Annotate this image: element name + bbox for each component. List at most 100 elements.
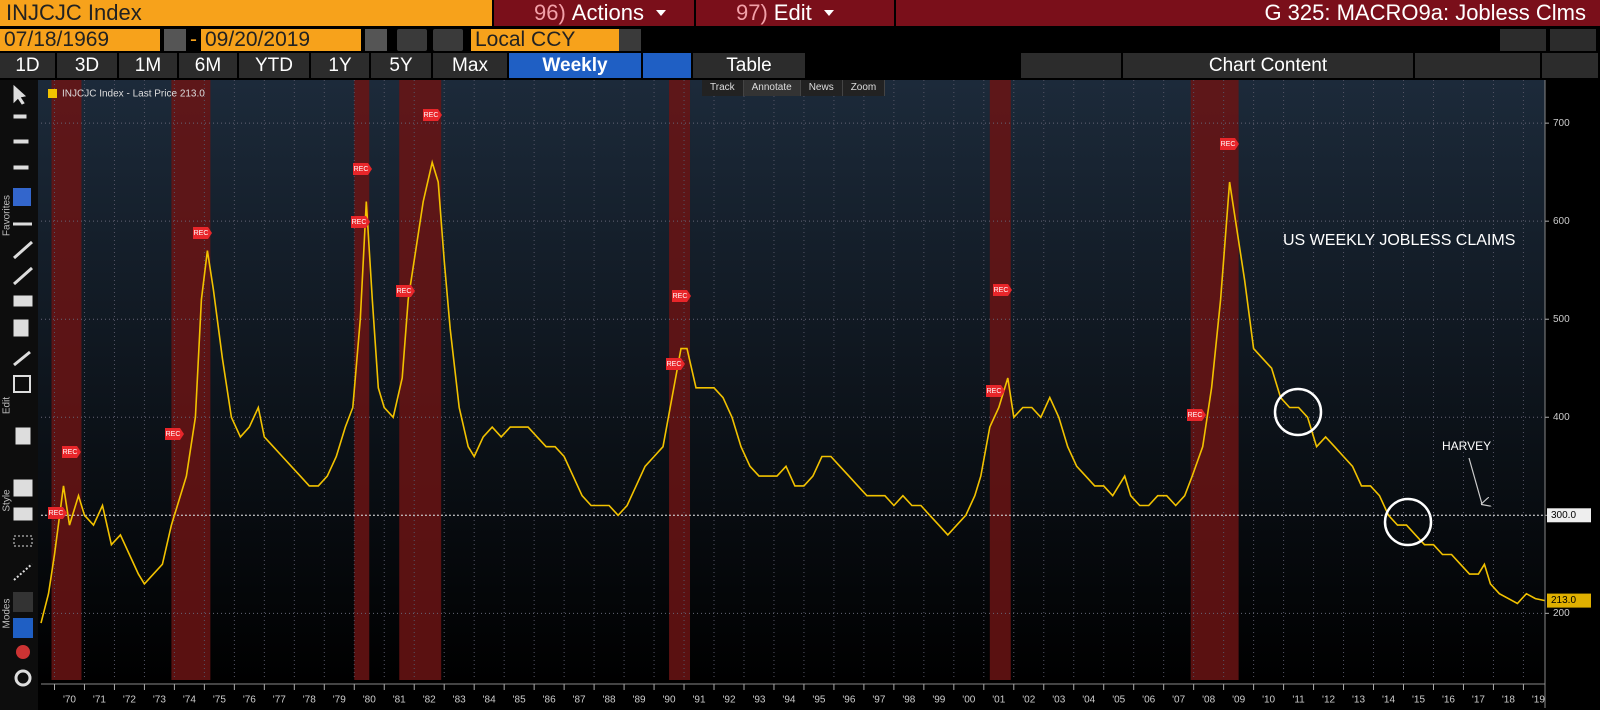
x-tick-label: '02 — [1022, 695, 1035, 706]
menu-number: 97) — [736, 0, 768, 25]
period-tab[interactable]: 6M — [179, 53, 237, 78]
settings-icon[interactable] — [14, 669, 32, 687]
x-tick-label: '73 — [153, 695, 166, 706]
rec-flag — [353, 163, 372, 175]
period-tab[interactable]: 5Y — [371, 53, 431, 78]
toolbar-button[interactable]: Track — [702, 80, 744, 96]
last-price-label: 213.0 — [1551, 595, 1576, 606]
edit-menu[interactable]: 97) Edit — [694, 0, 894, 26]
x-tick-label: '89 — [633, 695, 646, 706]
period-tab[interactable]: 1M — [119, 53, 177, 78]
legend-label: INJCJC Index - Last Price 213.0 — [62, 89, 205, 100]
ray-icon[interactable] — [13, 266, 33, 286]
annotation: US WEEKLY JOBLESS CLAIMS — [1283, 232, 1515, 249]
prev-button[interactable] — [397, 28, 427, 51]
channel-icon[interactable] — [13, 295, 33, 307]
color-icon[interactable] — [16, 645, 30, 659]
dotted-icon[interactable] — [13, 563, 33, 581]
x-tick-label: '19 — [1532, 695, 1545, 706]
toolbar-button[interactable]: Annotate — [743, 80, 801, 96]
currency[interactable]: Local CCY — [471, 28, 619, 51]
r-icon[interactable] — [13, 319, 29, 337]
currency-dropdown[interactable] — [619, 28, 641, 51]
chart-content-tab[interactable]: Chart Content — [1123, 53, 1413, 78]
period-tab[interactable]: 1Y — [311, 53, 369, 78]
calendar-icon[interactable] — [365, 28, 387, 51]
pen-icon[interactable] — [13, 114, 27, 119]
brush-icon[interactable] — [13, 350, 31, 367]
trash-icon[interactable] — [15, 427, 31, 445]
x-tick-label: '16 — [1442, 695, 1455, 706]
period-tab[interactable]: 3D — [57, 53, 117, 78]
tool-sidebar: Favorites Edit Style Modes — [0, 80, 38, 710]
x-tick-label: '91 — [692, 695, 705, 706]
move-icon[interactable] — [13, 375, 31, 393]
toolbar-button[interactable]: Zoom — [843, 80, 886, 96]
dollar-icon[interactable] — [13, 165, 29, 170]
highlight-circle — [1273, 387, 1323, 437]
x-tick-label: '83 — [453, 695, 466, 706]
calendar-icon[interactable] — [164, 28, 186, 51]
x-tick-label: '06 — [1142, 695, 1155, 706]
collapse-button[interactable] — [1021, 53, 1121, 78]
date-separator: - — [190, 27, 197, 51]
menu-label: Edit — [773, 0, 812, 25]
x-tick-label: '10 — [1262, 695, 1275, 706]
y-tick-label: 200 — [1553, 608, 1570, 619]
dash-icon[interactable] — [13, 535, 33, 547]
rec-flag — [351, 216, 370, 228]
fill-icon[interactable] — [13, 479, 33, 497]
table-tab[interactable]: Table — [693, 53, 805, 78]
rec-label: REC — [1221, 141, 1236, 148]
trend-icon[interactable] — [13, 240, 33, 260]
settings-button[interactable] — [1542, 53, 1598, 78]
edit-button[interactable] — [1415, 53, 1540, 78]
x-tick-label: '84 — [483, 695, 496, 706]
y-tick-label: 600 — [1553, 216, 1570, 227]
rec-label: REC — [49, 510, 64, 517]
x-tick-label: '87 — [573, 695, 586, 706]
end-date[interactable]: 09/20/2019 — [201, 28, 361, 51]
rec-label: REC — [397, 288, 412, 295]
period-tab[interactable]: Max — [433, 53, 507, 78]
period-tab[interactable]: YTD — [239, 53, 309, 78]
x-tick-label: '00 — [962, 695, 975, 706]
rec-flag — [986, 385, 1005, 397]
frequency-tab[interactable]: Weekly — [509, 53, 641, 78]
rec-label: REC — [194, 230, 209, 237]
percent-icon[interactable] — [13, 139, 29, 144]
line-style-icon[interactable] — [13, 507, 33, 521]
menu-label: Actions — [571, 0, 644, 25]
x-tick-label: '94 — [782, 695, 795, 706]
rec-flag — [993, 284, 1012, 296]
x-tick-label: '88 — [603, 695, 616, 706]
redo-button[interactable] — [1550, 28, 1596, 51]
x-tick-label: '18 — [1502, 695, 1515, 706]
x-tick-label: '04 — [1082, 695, 1095, 706]
x-tick-label: '17 — [1472, 695, 1485, 706]
x-tick-label: '08 — [1202, 695, 1215, 706]
next-button[interactable] — [433, 28, 463, 51]
toolbar-button[interactable]: News — [801, 80, 843, 96]
x-tick-label: '77 — [273, 695, 286, 706]
recession-band — [1190, 80, 1239, 680]
period-tab[interactable]: 1D — [0, 53, 55, 78]
chart-type-button[interactable] — [643, 53, 691, 78]
rec-label: REC — [994, 287, 1009, 294]
pointer-icon[interactable] — [13, 84, 27, 105]
undo-button[interactable] — [1500, 28, 1546, 51]
x-tick-label: '11 — [1292, 695, 1305, 706]
start-date[interactable]: 07/18/1969 — [0, 28, 160, 51]
x-tick-label: '71 — [93, 695, 106, 706]
mode-icon[interactable] — [13, 618, 33, 638]
x-tick-label: '76 — [243, 695, 256, 706]
chart: REC REC REC REC REC REC REC REC REC REC REC REC REC R… — [38, 80, 1600, 710]
plot-background — [38, 80, 1545, 682]
x-tick-label: '98 — [902, 695, 915, 706]
x-tick-label: '79 — [333, 695, 346, 706]
ticker[interactable]: INJCJC Index — [0, 0, 492, 26]
rec-label: REC — [673, 293, 688, 300]
text-icon[interactable] — [13, 188, 31, 206]
actions-menu[interactable]: 96) Actions — [492, 0, 694, 26]
crosshair-icon[interactable] — [13, 592, 33, 612]
